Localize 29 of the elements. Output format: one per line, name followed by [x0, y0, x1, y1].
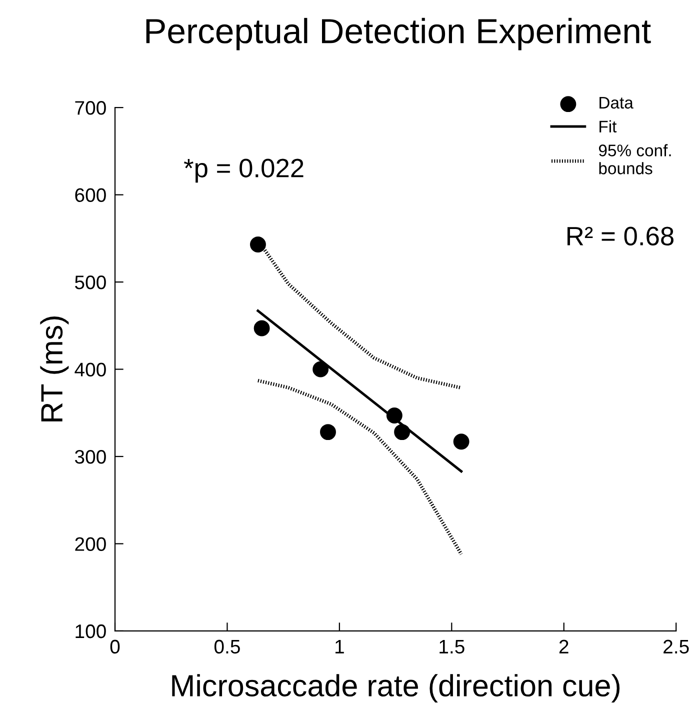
chart-title: Perceptual Detection Experiment [146, 18, 651, 50]
y-tick-label: 100 [76, 624, 106, 638]
y-tick-label: 600 [75, 188, 106, 202]
x-tick-label: 1.5 [440, 640, 464, 654]
y-axis-title: RT (ms) [40, 316, 69, 422]
legend-label: Fit [600, 120, 617, 132]
line-series [256, 378, 464, 556]
legend-label: Data [600, 96, 634, 109]
y-tick-label: 400 [74, 362, 106, 376]
y-tick-label: 200 [75, 537, 106, 551]
y-tick-label: 700 [75, 101, 106, 115]
x-tick-label: 2 [559, 640, 568, 654]
point [320, 424, 336, 440]
point [250, 236, 266, 252]
legend-label: 95% conf. bounds [598, 144, 671, 174]
point [386, 408, 402, 424]
x-tick-label: 0.5 [214, 640, 240, 654]
point [254, 320, 270, 336]
point [394, 424, 410, 440]
annotation: R² = 0.68 [568, 226, 674, 246]
annotation: *p = 0.022 [184, 158, 304, 183]
x-tick-label: 2.5 [664, 640, 689, 654]
point [453, 434, 470, 450]
point [312, 361, 329, 378]
x-tick-label: 1 [336, 640, 344, 654]
x-tick-label: 0 [110, 640, 120, 654]
y-tick-label: 500 [75, 275, 106, 290]
x-axis-title: Microsaccade rate (direction cue) [172, 674, 620, 703]
y-tick-label: 300 [74, 450, 106, 464]
